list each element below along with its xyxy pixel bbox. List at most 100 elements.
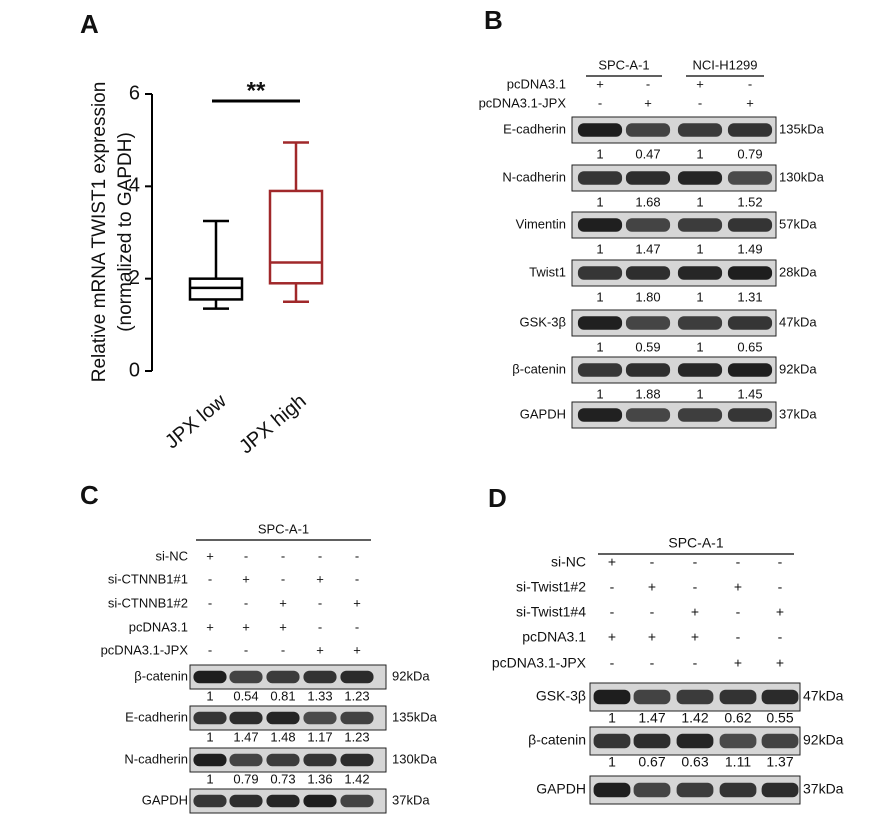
blot-band xyxy=(677,266,723,280)
box xyxy=(268,189,324,285)
panel-label: D xyxy=(488,483,507,513)
blot-band xyxy=(193,753,227,767)
blot-band xyxy=(719,689,757,705)
quant-label: 0.47 xyxy=(635,146,660,161)
y-tick-label: 4 xyxy=(129,175,140,197)
condition-sign: + xyxy=(734,655,742,671)
size-label: 37kDa xyxy=(803,781,844,797)
protein-label: GSK-3β xyxy=(520,314,567,329)
panel-label: B xyxy=(484,5,503,35)
protein-label: E-cadherin xyxy=(125,709,188,724)
condition-sign: - xyxy=(244,548,248,563)
blot-band xyxy=(577,123,623,137)
blot-band xyxy=(677,408,723,422)
condition-label: pcDNA3.1-JPX xyxy=(101,642,189,657)
quant-label: 1 xyxy=(596,194,603,209)
protein-label: Vimentin xyxy=(516,216,566,231)
condition-sign: + xyxy=(242,571,250,586)
condition-sign: - xyxy=(778,629,783,645)
condition-sign: - xyxy=(281,548,285,563)
y-tick-label: 2 xyxy=(129,267,140,289)
condition-sign: + xyxy=(206,548,214,563)
blot-band xyxy=(676,733,714,749)
size-label: 37kDa xyxy=(392,792,430,807)
quant-label: 1 xyxy=(696,194,703,209)
blot-band xyxy=(593,782,631,798)
condition-sign: + xyxy=(608,629,616,645)
blot-band xyxy=(633,782,671,798)
condition-sign: - xyxy=(650,554,655,570)
quant-label: 1.47 xyxy=(233,729,258,744)
blot-band xyxy=(625,123,671,137)
blot-band xyxy=(577,408,623,422)
condition-sign: - xyxy=(281,642,285,657)
blot-band xyxy=(727,408,773,422)
blot-band xyxy=(761,733,799,749)
blot-band xyxy=(593,733,631,749)
quant-label: 1 xyxy=(696,146,703,161)
condition-label: si-CTNNB1#1 xyxy=(108,571,188,586)
condition-sign: - xyxy=(355,571,359,586)
condition-sign: + xyxy=(353,642,361,657)
quant-label: 0.81 xyxy=(270,688,295,703)
size-label: 57kDa xyxy=(779,216,817,231)
blot-band xyxy=(593,689,631,705)
blot-band xyxy=(577,316,623,330)
group-label: SPC-A-1 xyxy=(668,535,723,551)
condition-sign: - xyxy=(208,571,212,586)
blot-band xyxy=(193,670,227,684)
size-label: 37kDa xyxy=(779,406,817,421)
condition-sign: - xyxy=(693,579,698,595)
quant-label: 1.23 xyxy=(344,729,369,744)
protein-label: E-cadherin xyxy=(503,121,566,136)
quant-label: 1 xyxy=(608,754,616,770)
condition-label: pcDNA3.1-JPX xyxy=(492,655,587,671)
quant-label: 1 xyxy=(596,289,603,304)
condition-label: si-CTNNB1#2 xyxy=(108,595,188,610)
condition-sign: - xyxy=(646,76,650,91)
condition-sign: + xyxy=(596,76,604,91)
blot-band xyxy=(761,689,799,705)
quant-label: 1 xyxy=(596,386,603,401)
protein-label: GAPDH xyxy=(142,792,188,807)
blot-band xyxy=(303,670,337,684)
condition-label: si-NC xyxy=(156,548,189,563)
condition-label: si-Twist1#2 xyxy=(516,579,586,595)
condition-sign: + xyxy=(242,619,250,634)
panel-label: C xyxy=(80,480,99,510)
condition-sign: - xyxy=(244,642,248,657)
condition-sign: + xyxy=(696,76,704,91)
condition-sign: + xyxy=(206,619,214,634)
protein-label: N-cadherin xyxy=(502,169,566,184)
blot-band xyxy=(229,794,263,808)
quant-label: 0.67 xyxy=(638,754,665,770)
blot-band xyxy=(303,753,337,767)
blot-band xyxy=(625,408,671,422)
condition-sign: - xyxy=(355,548,359,563)
condition-sign: - xyxy=(318,548,322,563)
protein-label: β-catenin xyxy=(528,732,586,748)
condition-sign: - xyxy=(281,571,285,586)
quant-label: 1 xyxy=(608,710,616,726)
blot-band xyxy=(229,711,263,725)
condition-sign: + xyxy=(648,629,656,645)
quant-label: 0.73 xyxy=(270,771,295,786)
protein-label: N-cadherin xyxy=(124,751,188,766)
condition-sign: + xyxy=(353,595,361,610)
size-label: 135kDa xyxy=(779,121,825,136)
quant-label: 1.31 xyxy=(737,289,762,304)
quant-label: 1.45 xyxy=(737,386,762,401)
quant-label: 1.36 xyxy=(307,771,332,786)
quant-label: 1.49 xyxy=(737,241,762,256)
quant-label: 0.54 xyxy=(233,688,258,703)
blot-band xyxy=(761,782,799,798)
group-label: SPC-A-1 xyxy=(598,57,649,72)
y-axis-label: Relative mRNA TWIST1 expression xyxy=(89,82,110,383)
blot-band xyxy=(303,794,337,808)
blot-band xyxy=(625,266,671,280)
condition-sign: + xyxy=(279,595,287,610)
blot-band xyxy=(676,782,714,798)
quant-label: 1 xyxy=(596,241,603,256)
condition-label: pcDNA3.1-JPX xyxy=(479,95,567,110)
condition-label: pcDNA3.1 xyxy=(129,619,188,634)
